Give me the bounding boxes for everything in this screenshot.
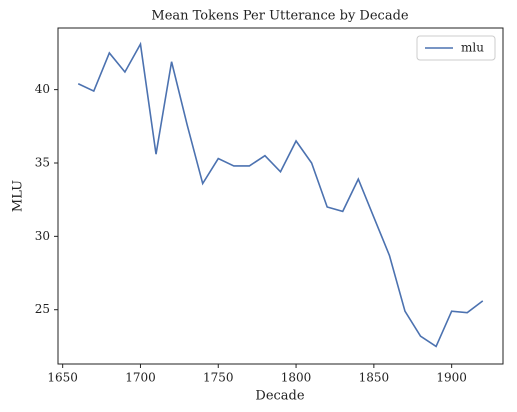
y-tick-label: 40 [35,82,50,96]
data-line [77,41,484,348]
chart-title: Mean Tokens Per Utterance by Decade [151,9,409,24]
x-tick-label: 1900 [436,371,467,385]
y-tick-label: 30 [35,229,50,243]
legend-label: mlu [461,41,484,55]
x-tick-label: 1850 [359,371,390,385]
legend-box [416,35,496,61]
x-axis-label: Decade [255,389,304,404]
y-axis-label: MLU [11,180,26,212]
plot-frame [57,27,504,365]
y-tick-label: 35 [35,155,50,169]
x-tick-label: 1700 [125,371,156,385]
y-tick-label: 25 [35,302,50,316]
x-tick-label: 1750 [203,371,234,385]
x-tick-label: 1650 [47,371,78,385]
x-tick-label: 1800 [281,371,312,385]
